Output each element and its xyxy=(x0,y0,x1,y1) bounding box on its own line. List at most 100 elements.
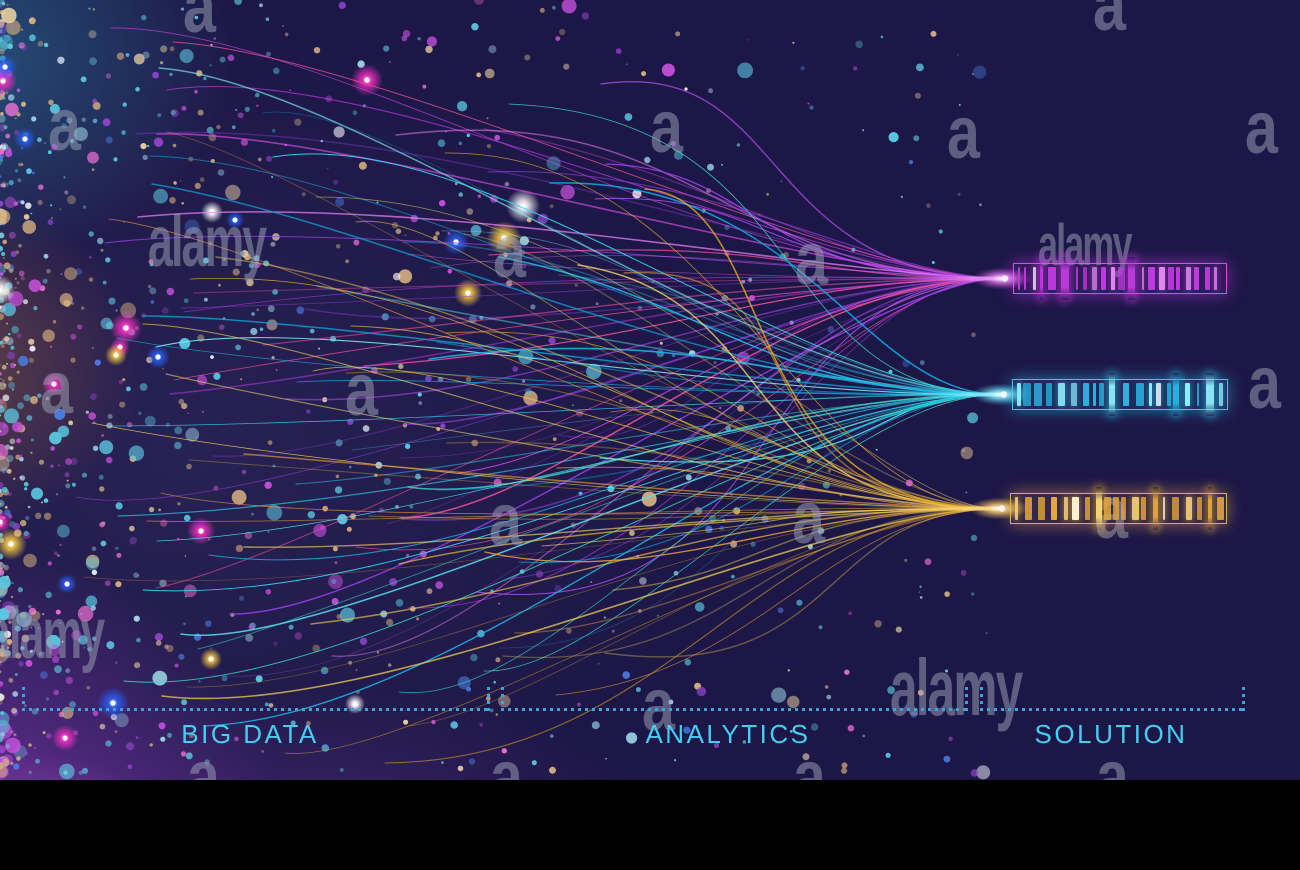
watermark-letter: a xyxy=(40,346,73,429)
watermark-letter: a xyxy=(493,210,526,293)
barcode-stripe xyxy=(1083,383,1089,406)
barcode-stripe xyxy=(1173,373,1179,416)
barcode-stripe xyxy=(1076,267,1078,290)
scene-svg xyxy=(0,0,1032,780)
barcode-stripe xyxy=(1033,267,1036,290)
barcode-stripe xyxy=(1104,497,1111,520)
barcode-magenta xyxy=(1013,257,1227,300)
watermark-letter: a xyxy=(48,83,81,166)
barcode-stripe xyxy=(1040,257,1043,300)
watermark-letter: a xyxy=(489,478,522,561)
barcode-stripe xyxy=(1096,487,1102,530)
barcode-stripe xyxy=(1051,497,1057,520)
bracket-line xyxy=(501,708,965,711)
barcode-stripe xyxy=(1099,383,1104,406)
label-solution: SOLUTION xyxy=(1034,719,1188,749)
watermark-letter: a xyxy=(795,217,828,300)
barcode-stripe xyxy=(1163,497,1165,520)
barcode-stripe xyxy=(1159,267,1165,290)
barcode-stripe xyxy=(1093,383,1096,406)
barcode-stripe xyxy=(1046,383,1052,406)
barcode-stripe xyxy=(1111,267,1115,290)
watermark-letter: a xyxy=(345,348,378,431)
barcode-stripe xyxy=(1217,497,1224,520)
watermark-letter: a xyxy=(1248,341,1281,424)
barcode-stripe xyxy=(1194,267,1199,290)
watermark-letter: a xyxy=(947,91,980,174)
bracket-tick xyxy=(965,687,968,711)
watermark-letter: a xyxy=(183,0,216,48)
barcode-stripe xyxy=(1206,373,1214,416)
barcode-stripe xyxy=(1071,383,1077,406)
barcode-stripe xyxy=(1038,497,1045,520)
barcode-stripe xyxy=(1214,267,1217,290)
fiber-bundle-cyan xyxy=(110,67,1002,727)
barcode-stripe xyxy=(1141,497,1146,520)
barcode-stripe xyxy=(1205,267,1210,290)
bracket-tick xyxy=(22,687,25,711)
watermark-letter: a xyxy=(642,663,675,746)
barcode-stripe xyxy=(1064,497,1068,520)
bracket-tick xyxy=(980,687,983,711)
barcode-stripe xyxy=(1153,487,1158,530)
barcode-stripe xyxy=(1092,267,1097,290)
barcode-stripe xyxy=(1123,383,1129,406)
barcode-stripe xyxy=(1208,487,1212,530)
tip-glow-cyan xyxy=(869,383,1031,406)
barcode-stripe xyxy=(1085,497,1090,520)
barcode-stripe xyxy=(1083,267,1087,290)
barcode-stripe xyxy=(1109,373,1115,416)
watermark-word: alamy xyxy=(0,594,105,674)
fiber-bundle-magenta xyxy=(75,27,1003,677)
barcode-stripe xyxy=(1072,497,1079,520)
barcode-stripe xyxy=(1148,267,1155,290)
barcode-stripe xyxy=(1023,383,1031,406)
barcode-stripe xyxy=(1176,267,1180,290)
tip-glow-yellow xyxy=(867,497,1029,520)
bracket-line xyxy=(22,708,487,711)
barcode-cyan xyxy=(1012,373,1228,416)
barcode-stripe xyxy=(1034,383,1042,406)
label-big-data: BIG DATA xyxy=(181,719,319,749)
barcode-yellow xyxy=(1010,487,1227,530)
bracket-tick xyxy=(487,687,490,711)
footer-bar: alamy Image ID: 2R19GWN www.alamy.com xyxy=(0,780,1300,870)
barcode-stripe xyxy=(1101,267,1106,290)
barcode-stripe xyxy=(1219,383,1223,406)
watermark-word: alamy xyxy=(148,202,267,282)
barcode-stripe xyxy=(1185,383,1190,406)
barcode-stripe xyxy=(1142,267,1144,290)
watermark-letter: a xyxy=(792,476,825,559)
barcode-stripe xyxy=(1132,497,1139,520)
barcode-stripe xyxy=(1118,267,1125,290)
barcode-stripe xyxy=(1156,383,1161,406)
barcode-stripe xyxy=(1058,383,1065,406)
barcode-stripe xyxy=(1018,267,1020,290)
barcode-stripe xyxy=(1121,497,1126,520)
bracket-tick xyxy=(501,687,504,711)
barcode-stripe xyxy=(1128,257,1135,300)
barcode-stripe xyxy=(1024,267,1026,290)
barcode-stripe xyxy=(1167,383,1171,406)
barcode-stripe xyxy=(1149,383,1152,406)
particle-field xyxy=(0,0,991,780)
bracket-line xyxy=(980,708,1242,711)
watermark-letter: a xyxy=(650,85,683,168)
barcode-stripe xyxy=(1136,383,1144,406)
watermark-letter: a xyxy=(1093,0,1126,46)
label-analytics: ANALYTICS xyxy=(645,719,811,749)
watermark-word: alamy xyxy=(890,643,1023,732)
barcode-stripe xyxy=(1186,497,1192,520)
barcode-stripe xyxy=(1048,267,1056,290)
barcode-stripe xyxy=(1172,497,1179,520)
barcode-stripe xyxy=(1113,497,1119,520)
tip-glow-magenta xyxy=(870,267,1032,290)
barcode-stripe xyxy=(1168,267,1174,290)
barcode-stripe xyxy=(1197,383,1199,406)
barcode-stripe xyxy=(1017,383,1021,406)
barcode-stripe xyxy=(1025,497,1032,520)
barcode-stripe xyxy=(1015,497,1018,520)
barcode-stripe xyxy=(1061,257,1069,300)
barcode-stripe xyxy=(1197,497,1202,520)
